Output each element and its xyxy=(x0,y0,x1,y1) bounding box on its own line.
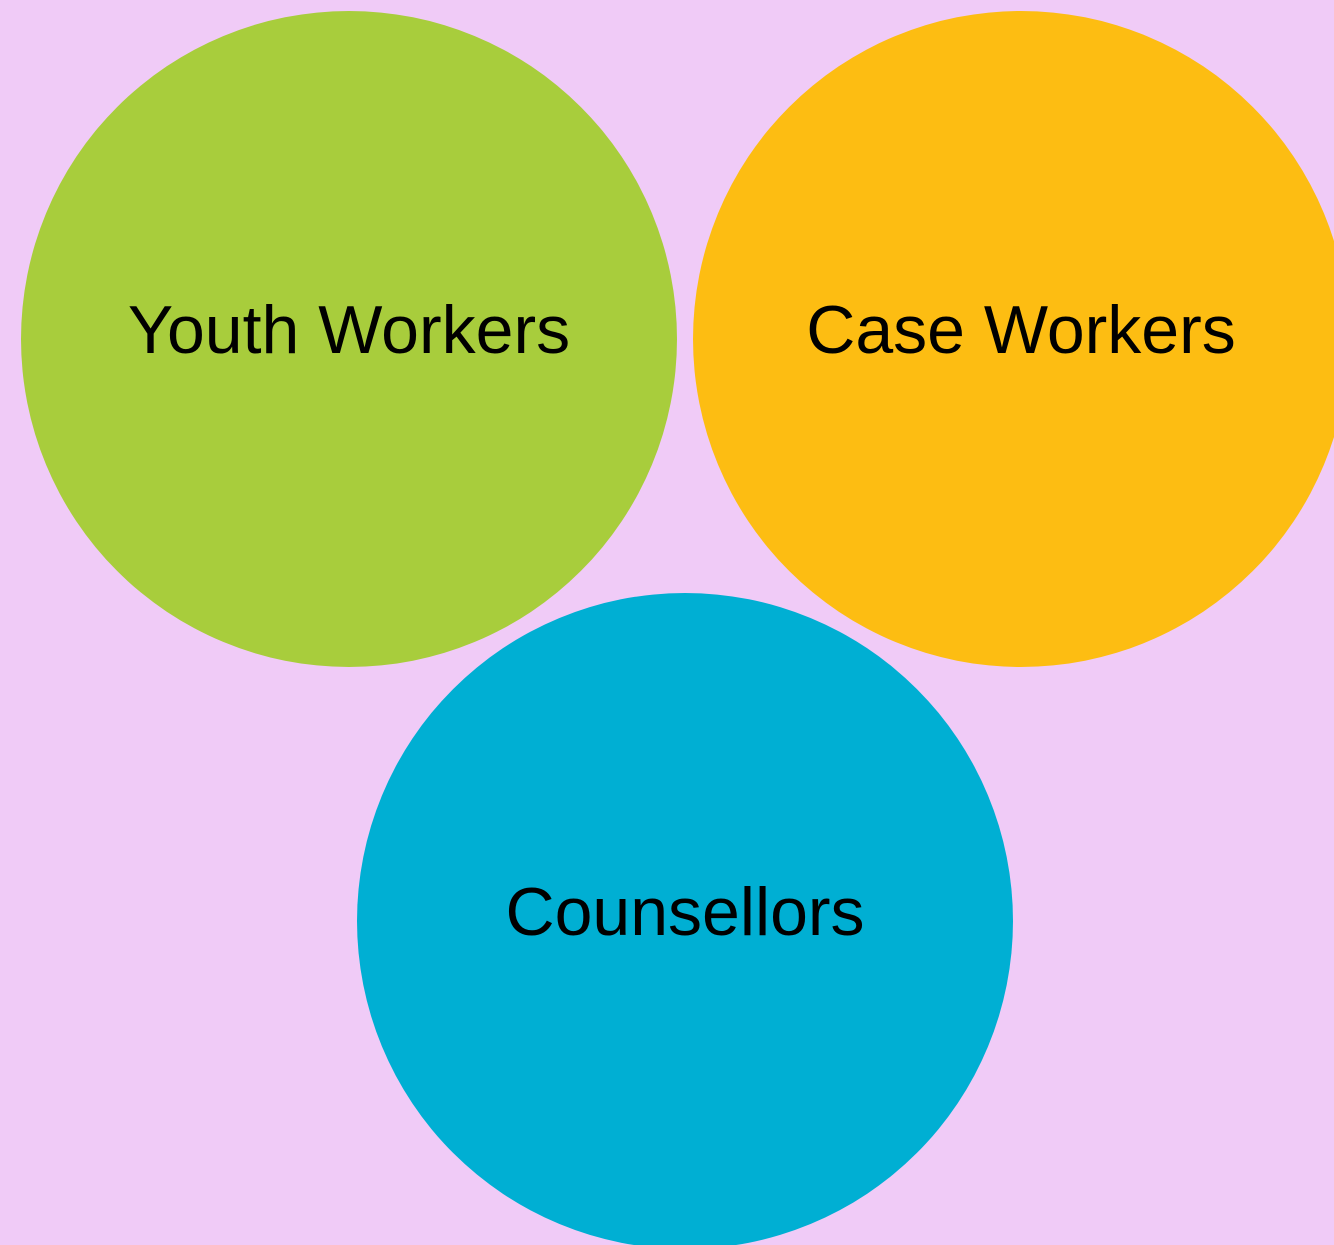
circle xyxy=(21,11,677,667)
circle xyxy=(357,593,1013,1245)
node-label: Youth Workers xyxy=(128,292,570,368)
node-label: Case Workers xyxy=(806,292,1236,368)
node-label: Counsellors xyxy=(505,874,864,950)
circle xyxy=(693,11,1334,667)
